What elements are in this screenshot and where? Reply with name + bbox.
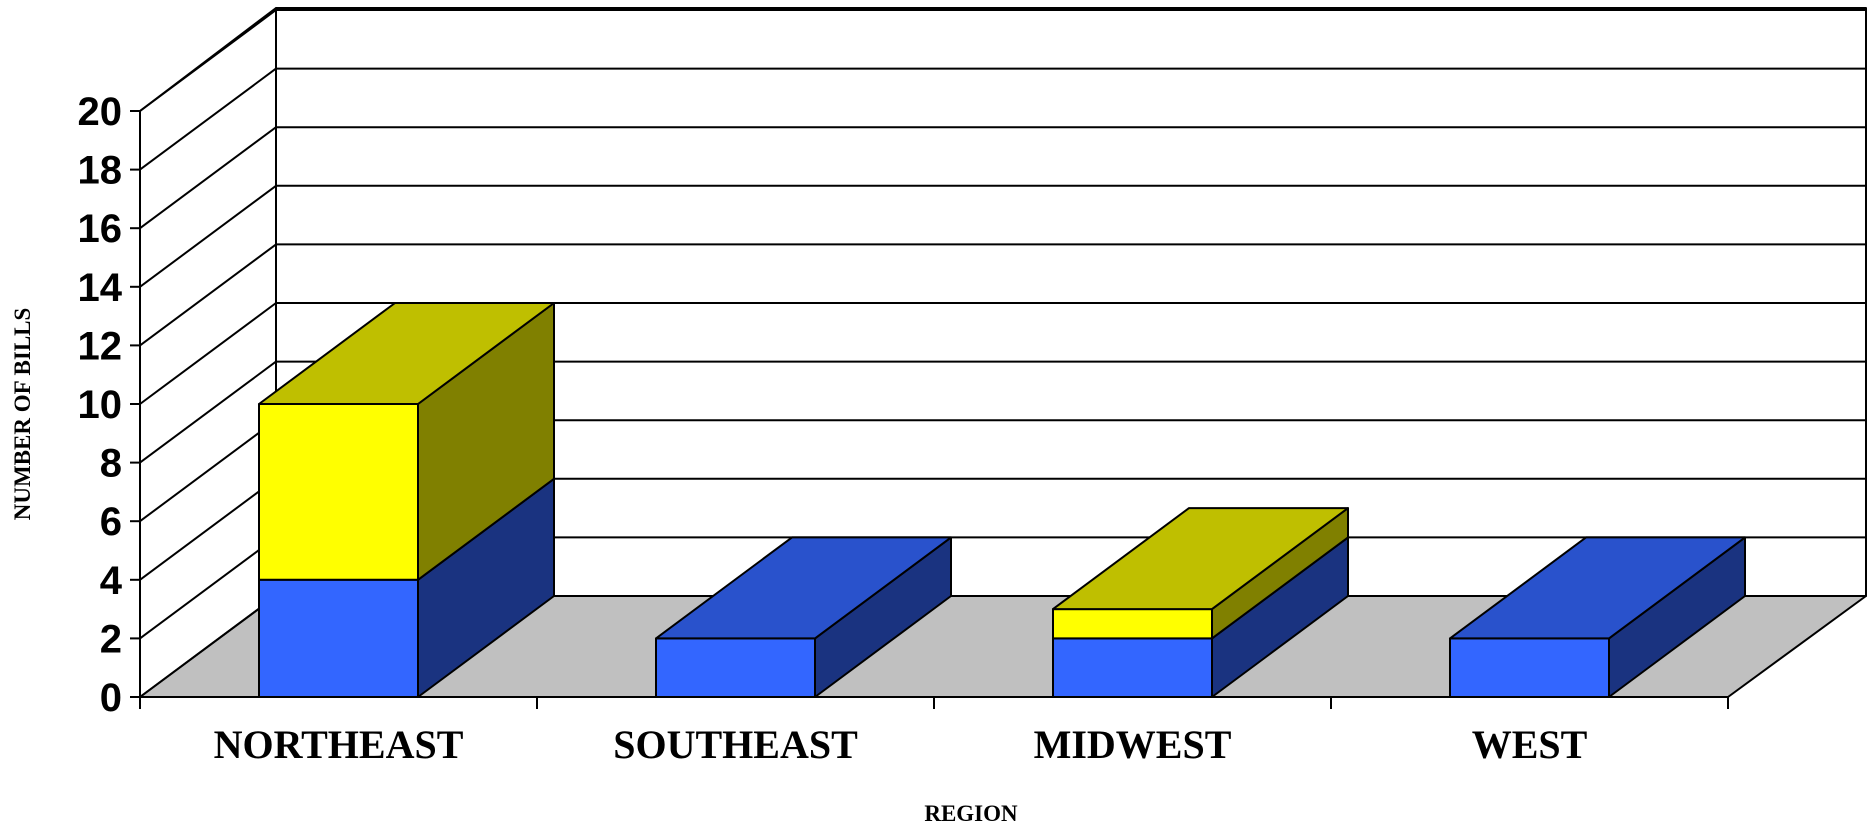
y-tick-label: 8: [100, 442, 122, 486]
bar-segment-front: [655, 637, 816, 698]
x-category-label: NORTHEAST: [214, 722, 464, 767]
bar-stack: [258, 302, 555, 698]
x-category-label: SOUTHEAST: [613, 722, 858, 767]
y-tick-label: 14: [78, 266, 123, 310]
bar-segment-front: [1052, 608, 1213, 640]
y-tick-labels: 0 2 4 6 8 10 12 14 16 18 20: [78, 90, 123, 720]
bar-top-face: [1052, 507, 1349, 611]
y-tick-label: 0: [100, 676, 122, 720]
x-category-label: MIDWEST: [1034, 722, 1232, 767]
gridline-side: [139, 184, 277, 288]
bar-segment-front: [1052, 637, 1213, 698]
gridline-side: [139, 419, 277, 523]
gridline-side: [139, 126, 277, 230]
x-category-label: WEST: [1472, 722, 1588, 767]
gridline-side: [139, 360, 277, 464]
y-tick-label: 12: [78, 324, 123, 368]
y-tick-label: 10: [78, 383, 123, 427]
gridline-side: [139, 302, 277, 405]
y-axis-title: NUMBER OF BILLS: [10, 308, 35, 521]
bars: [258, 302, 1746, 698]
x-axis-title: REGION: [924, 801, 1018, 824]
gridline-side: [139, 243, 277, 347]
y-tick-label: 6: [100, 500, 122, 544]
bar-top-face: [258, 302, 555, 405]
bar-stack: [655, 536, 952, 698]
gridline-side: [139, 477, 277, 581]
bar-stack: [1052, 507, 1349, 698]
y-tick-label: 2: [100, 617, 122, 661]
bar-segment-front: [1449, 637, 1610, 698]
y-tick-label: 20: [78, 90, 123, 134]
bar-segment-front: [258, 578, 419, 698]
gridline-side: [139, 595, 277, 698]
gridline-side: [139, 67, 277, 171]
y-tick-label: 4: [100, 559, 123, 603]
bar-stack: [1449, 536, 1746, 698]
bar-top-face: [655, 536, 952, 640]
y-tick-label: 18: [78, 149, 123, 193]
gridline-side: [139, 536, 277, 640]
y-tick-label: 16: [78, 207, 123, 251]
x-category-labels: NORTHEAST SOUTHEAST MIDWEST WEST: [214, 722, 1588, 767]
bar-segment-front: [258, 403, 419, 581]
bar-top-face: [1449, 536, 1746, 640]
left-wall-top-edge: [139, 7, 277, 112]
